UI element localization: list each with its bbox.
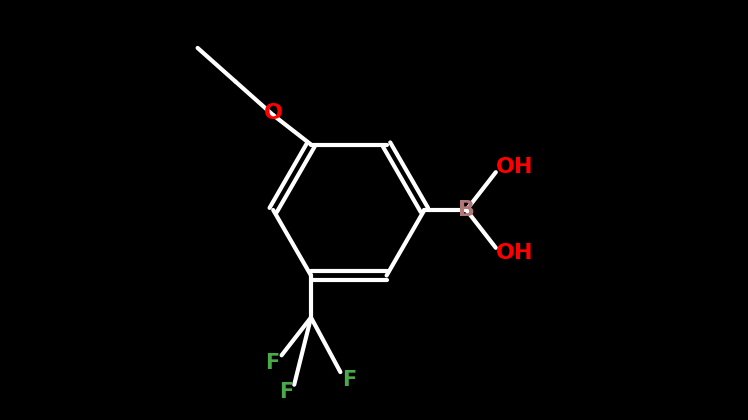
- Text: B: B: [458, 200, 475, 220]
- Text: OH: OH: [496, 157, 533, 177]
- Text: F: F: [343, 370, 357, 390]
- Text: OH: OH: [496, 243, 533, 263]
- Text: O: O: [264, 103, 283, 123]
- Text: F: F: [280, 382, 294, 402]
- Text: F: F: [266, 353, 280, 373]
